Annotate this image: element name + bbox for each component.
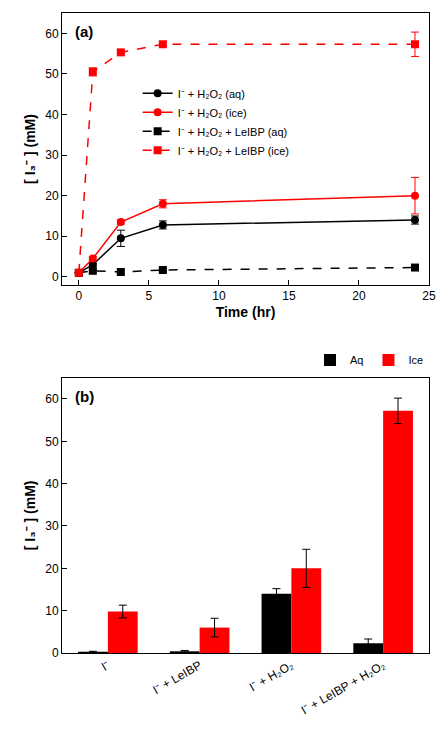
svg-text:I⁻ + H₂O₂ (aq): I⁻ + H₂O₂ (aq) <box>178 88 245 100</box>
svg-text:Aq: Aq <box>350 354 363 366</box>
svg-text:[ I₃⁻ ] (mM): [ I₃⁻ ] (mM) <box>22 114 38 184</box>
svg-text:50: 50 <box>45 67 59 81</box>
svg-text:I⁻ + H₂O₂ + LeIBP (ice): I⁻ + H₂O₂ + LeIBP (ice) <box>178 145 289 157</box>
svg-text:I⁻ + LeIBP + H₂O₂: I⁻ + LeIBP + H₂O₂ <box>299 658 388 718</box>
svg-text:40: 40 <box>45 108 59 122</box>
svg-text:I⁻ + H₂O₂ (ice): I⁻ + H₂O₂ (ice) <box>178 107 247 119</box>
svg-text:10: 10 <box>45 229 59 243</box>
svg-text:[ I₃⁻ ] (mM): [ I₃⁻ ] (mM) <box>22 481 38 551</box>
svg-text:I⁻: I⁻ <box>99 658 112 674</box>
svg-text:25: 25 <box>422 289 436 303</box>
svg-text:Time (hr): Time (hr) <box>216 304 276 320</box>
svg-text:I⁻ + LeIBP: I⁻ + LeIBP <box>151 658 205 697</box>
svg-text:60: 60 <box>45 392 59 406</box>
svg-text:I⁻ + H₂O₂ + LeIBP (aq): I⁻ + H₂O₂ + LeIBP (aq) <box>178 126 288 138</box>
svg-text:30: 30 <box>45 148 59 162</box>
svg-text:0: 0 <box>52 646 59 660</box>
svg-text:10: 10 <box>212 289 226 303</box>
svg-text:0: 0 <box>52 270 59 284</box>
svg-text:60: 60 <box>45 27 59 41</box>
svg-text:50: 50 <box>45 435 59 449</box>
svg-text:I⁻ + H₂O₂: I⁻ + H₂O₂ <box>247 658 296 694</box>
svg-text:5: 5 <box>146 289 153 303</box>
svg-text:10: 10 <box>45 604 59 618</box>
svg-text:(b): (b) <box>75 388 94 405</box>
svg-text:20: 20 <box>45 189 59 203</box>
svg-text:Ice: Ice <box>408 354 423 366</box>
svg-text:20: 20 <box>45 562 59 576</box>
svg-text:20: 20 <box>352 289 366 303</box>
svg-text:(a): (a) <box>75 23 93 40</box>
svg-text:40: 40 <box>45 477 59 491</box>
svg-text:0: 0 <box>75 289 82 303</box>
svg-text:15: 15 <box>282 289 296 303</box>
svg-text:30: 30 <box>45 519 59 533</box>
